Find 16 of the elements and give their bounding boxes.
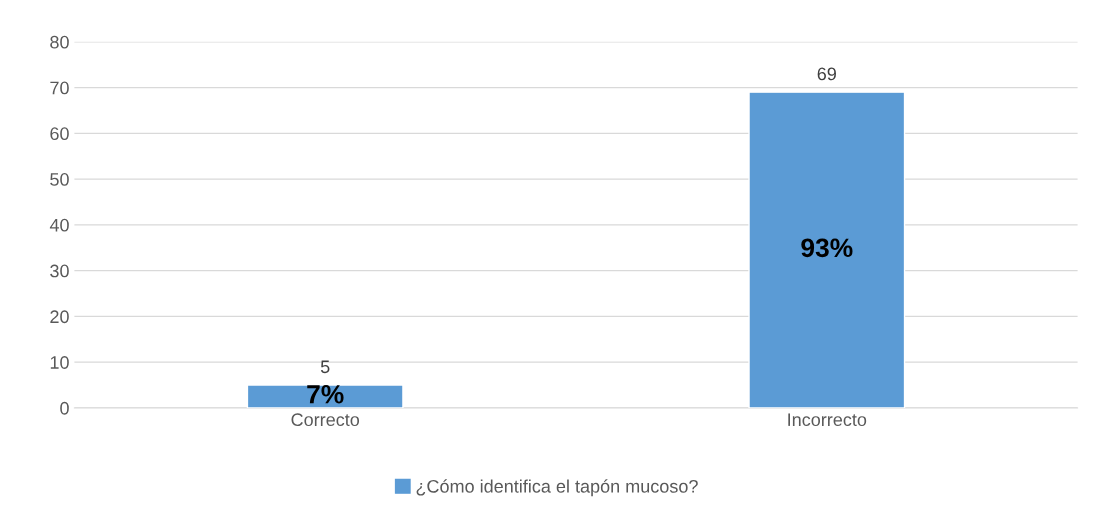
y-tick-label: 50 <box>50 173 69 186</box>
y-tick-label: 20 <box>50 310 69 324</box>
y-tick-label: 80 <box>50 35 69 49</box>
y-tick-label: 0 <box>60 401 69 415</box>
y-tick-label: 10 <box>50 356 69 369</box>
y-tick-label: 40 <box>49 218 69 232</box>
y-tick-label: 30 <box>50 264 69 278</box>
y-tick-label: 70 <box>50 81 69 95</box>
legend-label: ¿Cómo identifica el tapón mucoso? <box>416 479 698 497</box>
annotation: 93% <box>801 238 853 258</box>
y-tick-label: 60 <box>50 127 69 141</box>
data-label: 69 <box>817 67 836 81</box>
x-tick-label: Incorrecto <box>788 413 867 427</box>
x-tick-label: Correcto <box>291 413 360 427</box>
annotation: 7% <box>307 384 344 404</box>
data-label: 5 <box>320 360 330 374</box>
